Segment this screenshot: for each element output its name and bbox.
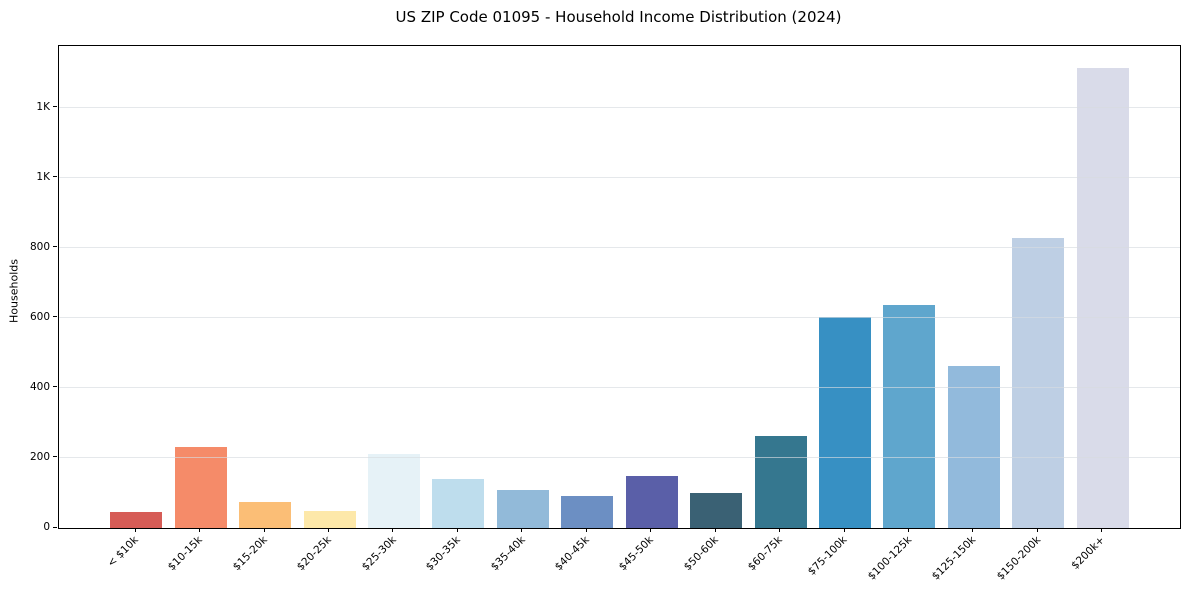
bar-slot — [813, 46, 877, 528]
x-tick-mark — [585, 528, 587, 532]
bar-$45-50k — [625, 475, 678, 528]
bar-slot — [297, 46, 361, 528]
plot-area — [58, 45, 1181, 529]
x-tick-mark — [456, 528, 458, 532]
x-tick-label: $150-200k — [994, 534, 1043, 583]
bar-$60-75k — [754, 435, 807, 528]
x-tick-label: $125-150k — [929, 534, 979, 583]
x-tick-mark — [521, 528, 523, 532]
bars-layer — [59, 46, 1180, 528]
bar-$75-100k — [819, 316, 872, 528]
x-tick-mark — [1101, 528, 1103, 532]
bar-slot — [942, 46, 1006, 528]
x-tick-mark — [972, 528, 974, 532]
x-tick-label: $30-35k — [423, 534, 463, 574]
bar-slot — [1071, 46, 1135, 528]
x-tick-mark — [1036, 528, 1038, 532]
x-tick-mark — [199, 528, 201, 532]
bar-slot — [684, 46, 748, 528]
x-tick-mark — [907, 528, 909, 532]
bar-$10-15k — [174, 447, 227, 528]
y-tick-label: 0 — [43, 521, 50, 533]
x-tick-label: $20-25k — [294, 534, 335, 574]
x-tick-mark — [328, 528, 330, 532]
x-tick-mark — [714, 528, 716, 532]
y-tick-label: 800 — [29, 240, 50, 253]
y-tick-mark — [53, 106, 57, 108]
x-tick-label: $200k+ — [1069, 534, 1108, 572]
chart-title: US ZIP Code 01095 - Household Income Dis… — [395, 8, 842, 26]
bar-slot — [168, 46, 232, 528]
x-tick-label: $35-40k — [488, 534, 528, 574]
x-tick-label: $40-45k — [552, 534, 592, 574]
bar-$30-35k — [432, 479, 485, 528]
bar-$50-60k — [690, 493, 743, 528]
bar-slot — [426, 46, 490, 528]
bar-$40-45k — [561, 496, 614, 528]
x-tick-label: < $10k — [105, 534, 141, 570]
y-tick-mark — [53, 316, 57, 318]
bar-$15-20k — [239, 502, 292, 528]
x-tick-mark — [779, 528, 781, 532]
bar-$35-40k — [496, 489, 549, 528]
x-tick-label: $75-100k — [805, 534, 850, 578]
x-tick-label: $45-50k — [617, 534, 657, 574]
y-tick-label: 600 — [29, 310, 50, 323]
x-tick-mark — [650, 528, 652, 532]
y-tick-label: 1K — [36, 100, 50, 113]
bar-$25-30k — [367, 454, 420, 528]
x-tick-label: $100-125k — [865, 534, 914, 583]
bar-slot — [104, 46, 168, 528]
x-tick-label: $15-20k — [230, 534, 270, 574]
bar-$100-125k — [883, 305, 936, 528]
x-tick-label: $25-30k — [359, 534, 399, 574]
y-tick-label: 400 — [29, 380, 50, 393]
x-tick-mark — [843, 528, 845, 532]
bar-< $10k — [110, 511, 163, 528]
bar-slot — [748, 46, 812, 528]
y-tick-mark — [53, 176, 57, 178]
y-tick-label: 1K — [36, 170, 50, 183]
bar-slot — [1006, 46, 1070, 528]
bar-slot — [362, 46, 426, 528]
x-tick-mark — [134, 528, 136, 532]
bar-slot — [620, 46, 684, 528]
x-tick-mark — [263, 528, 265, 532]
y-tick-mark — [53, 456, 57, 458]
y-tick-mark — [53, 526, 57, 528]
bar-slot — [491, 46, 555, 528]
x-tick-label: $10-15k — [166, 534, 206, 574]
bar-$150-200k — [1012, 237, 1065, 528]
bar-slot — [233, 46, 297, 528]
x-tick-mark — [392, 528, 394, 532]
x-tick-label: $60-75k — [745, 534, 786, 574]
x-tick-label: $50-60k — [681, 534, 721, 574]
y-tick-label: 200 — [29, 450, 50, 463]
y-tick-mark — [53, 386, 57, 388]
bar-$200k+ — [1076, 68, 1129, 528]
bar-$125-150k — [947, 365, 1000, 528]
y-tick-mark — [53, 246, 57, 248]
bar-$20-25k — [303, 510, 356, 528]
bar-slot — [877, 46, 941, 528]
bar-slot — [555, 46, 619, 528]
